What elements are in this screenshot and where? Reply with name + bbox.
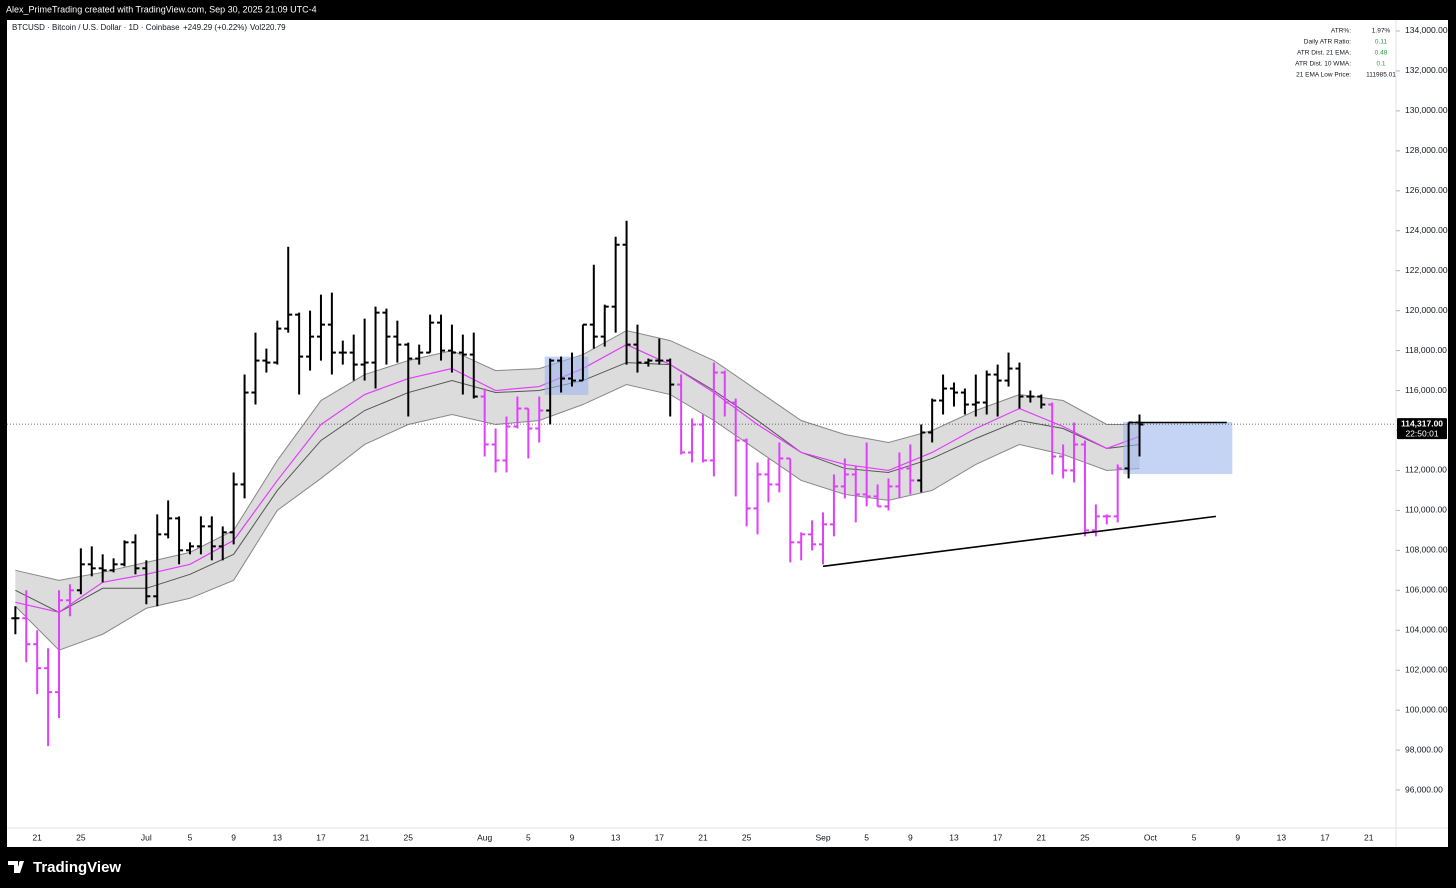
table-value: 0.1 (1376, 61, 1385, 68)
y-tick-label: 132,000.00 (1405, 65, 1448, 75)
x-tick-label: Aug (477, 832, 492, 842)
zone (544, 356, 589, 395)
x-tick-label: Oct (1144, 832, 1158, 842)
y-tick-label: 98,000.00 (1405, 744, 1443, 754)
x-tick-label: 5 (526, 832, 531, 842)
y-tick-label: 110,000.00 (1405, 505, 1447, 515)
y-tick-label: 118,000.00 (1405, 345, 1447, 355)
axes: 96,000.00 98,000.00 100,000.00 102,000.00 10… (32, 25, 1447, 842)
x-tick-label: 17 (993, 832, 1003, 842)
plot-area (7, 220, 1396, 747)
x-tick-label: 5 (188, 832, 193, 842)
band-lower (15, 384, 1140, 651)
table-label: ATR Dist. 10 WMA: (1295, 61, 1351, 68)
x-tick-label: 13 (611, 832, 621, 842)
trendline (822, 515, 1217, 568)
x-tick-label: 17 (655, 832, 665, 842)
y-tick-label: 122,000.00 (1405, 265, 1448, 275)
table-label: ATR%: (1331, 28, 1351, 35)
credit: Alex_PrimeTrading created with TradingVi… (6, 4, 317, 14)
table-label: ATR Dist. 21 EMA: (1297, 50, 1351, 57)
x-tick-label: 5 (864, 832, 869, 842)
tv-logo (8, 861, 24, 873)
y-tick-label: 120,000.00 (1405, 305, 1448, 315)
y-tick-label: 96,000.00 (1405, 784, 1443, 794)
last-price-label: 114,317.00 (1401, 418, 1443, 428)
x-tick-label: 21 (1364, 832, 1374, 842)
x-tick-label: 9 (570, 832, 575, 842)
table-label: Daily ATR Ratio: (1304, 39, 1351, 46)
x-tick-label: 21 (32, 832, 42, 842)
table-value: 0.11 (1375, 39, 1388, 46)
y-tick-label: 106,000.00 (1405, 585, 1448, 595)
table-value: 111985.01 (1366, 72, 1396, 79)
x-tick-label: 25 (76, 832, 86, 842)
countdown: 22:50:01 (1405, 428, 1438, 438)
x-tick-label: 21 (698, 832, 708, 842)
volume: Vol220.79 (250, 23, 286, 32)
last-price-box (1397, 418, 1447, 440)
x-tick-label: 25 (1080, 832, 1090, 842)
x-tick-label: Jul (141, 832, 152, 842)
x-tick-label: 25 (742, 832, 752, 842)
x-tick-label: 21 (1037, 832, 1047, 842)
y-tick-label: 134,000.00 (1405, 25, 1448, 35)
y-tick-label: 128,000.00 (1405, 145, 1448, 155)
x-tick-label: 13 (949, 832, 959, 842)
chart-title: BTCUSD · Bitcoin / U.S. Dollar · 1D · Co… (12, 23, 180, 32)
x-tick-label: 13 (1277, 832, 1287, 842)
y-tick-label: 108,000.00 (1405, 545, 1448, 555)
y-tick-label: 112,000.00 (1405, 465, 1447, 475)
y-tick-label: 126,000.00 (1405, 185, 1448, 195)
x-tick-label: 9 (231, 832, 236, 842)
x-tick-label: 9 (1235, 832, 1240, 842)
x-tick-label: 5 (1192, 832, 1197, 842)
table-label: 21 EMA Low Price: (1296, 72, 1351, 79)
y-tick-label: 130,000.00 (1405, 105, 1448, 115)
x-tick-label: 17 (1320, 832, 1330, 842)
zone (1123, 421, 1233, 475)
x-tick-label: 25 (404, 832, 414, 842)
brand: TradingView (33, 859, 121, 876)
table-value: 0.48 (1375, 50, 1388, 57)
x-tick-label: 9 (908, 832, 913, 842)
y-tick-label: 116,000.00 (1405, 385, 1447, 395)
x-tick-label: 17 (316, 832, 326, 842)
x-tick-label: 13 (273, 832, 283, 842)
table-value: 1.97% (1372, 28, 1391, 35)
y-tick-label: 124,000.00 (1405, 225, 1448, 235)
y-tick-label: 100,000.00 (1405, 704, 1448, 714)
x-tick-label: Sep (815, 832, 830, 842)
x-tick-label: 21 (360, 832, 370, 842)
y-tick-label: 102,000.00 (1405, 664, 1448, 674)
y-tick-label: 104,000.00 (1405, 624, 1448, 634)
price-change: +249.29 (+0.22%) (183, 23, 247, 32)
